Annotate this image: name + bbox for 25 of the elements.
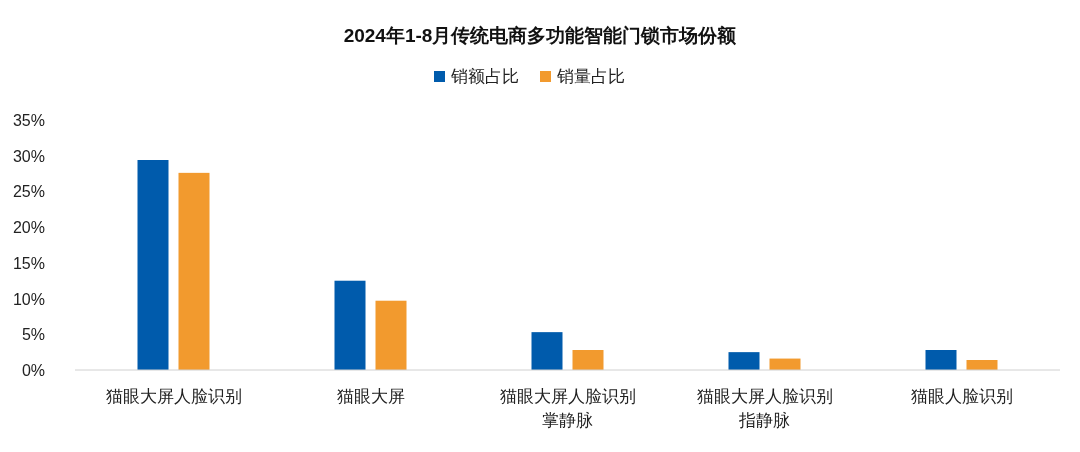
bar (925, 350, 957, 370)
y-tick-label: 20% (12, 219, 45, 237)
y-tick-label: 0% (21, 362, 45, 379)
chart-title: 2024年1-8月传统电商多功能智能门锁市场份额 (343, 25, 738, 46)
legend-label: 销量占比 (556, 67, 625, 86)
bar (531, 332, 563, 370)
y-tick-label: 25% (12, 183, 45, 201)
y-tick-label: 30% (12, 147, 45, 165)
x-tick-label: 猫眼大屏 (336, 387, 405, 406)
bar (572, 350, 604, 370)
bar (137, 160, 169, 370)
x-tick-label: 猫眼大屏人脸识别 (105, 387, 242, 406)
y-tick-label: 15% (12, 254, 45, 272)
bar (334, 280, 366, 370)
y-tick-label: 35% (12, 112, 45, 129)
x-tick-label: 猫眼大屏人脸识别掌静脉 (499, 387, 636, 430)
x-tick-label: 猫眼人脸识别 (910, 387, 1013, 406)
bar (375, 300, 407, 370)
bar (966, 360, 998, 370)
x-tick-label: 猫眼大屏人脸识别指静脉 (696, 387, 833, 430)
bar (178, 172, 210, 370)
y-tick-label: 10% (12, 290, 45, 308)
y-tick-label: 5% (21, 326, 45, 344)
legend-label: 销额占比 (450, 67, 519, 86)
bar (728, 352, 760, 370)
